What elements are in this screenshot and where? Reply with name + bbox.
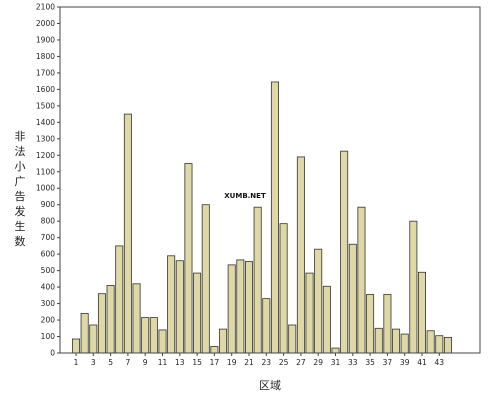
y-axis-label: 非法小广告发生数 (15, 130, 26, 248)
bar-area-19 (227, 264, 236, 354)
x-tick-label: 35 (365, 358, 375, 367)
x-tick-label: 13 (175, 358, 185, 367)
x-tick-label: 5 (108, 358, 113, 367)
bar-area-34 (357, 206, 366, 354)
plot-frame (59, 6, 481, 354)
y-tick-label: 900 (41, 200, 56, 209)
bar-area-29 (314, 248, 323, 354)
y-tick-label: 1900 (36, 35, 55, 44)
x-tick-label: 21 (244, 358, 254, 367)
y-tick-label: 1200 (36, 151, 55, 160)
bar-area-23 (262, 298, 271, 354)
x-tick-label: 27 (296, 358, 306, 367)
bar-area-32 (340, 150, 349, 354)
bar-area-24 (270, 81, 279, 354)
bar-area-36 (374, 327, 383, 354)
y-tick-label: 1000 (36, 184, 55, 193)
y-tick-label: 2000 (36, 19, 55, 28)
bar-area-16 (201, 204, 210, 354)
bar-area-38 (392, 328, 401, 354)
bar-area-8 (132, 283, 141, 354)
bar-area-25 (279, 223, 288, 354)
bar-area-43 (435, 335, 444, 354)
bar-area-35 (366, 294, 375, 354)
y-tick-label: 500 (41, 266, 56, 275)
x-tick-label: 25 (279, 358, 289, 367)
bar-area-14 (184, 163, 193, 354)
x-tick-label: 19 (227, 358, 237, 367)
bar-area-37 (383, 294, 392, 354)
y-tick-label: 1800 (36, 52, 55, 61)
x-tick-label: 33 (348, 358, 358, 367)
bar-area-12 (167, 255, 176, 354)
bar-area-2 (80, 313, 89, 354)
watermark-annotation: XUMB.NET (224, 192, 266, 200)
x-tick-label: 11 (158, 358, 168, 367)
y-tick-label: 200 (41, 316, 56, 325)
y-tick-label: 300 (41, 299, 56, 308)
y-tick-label: 1600 (36, 85, 55, 94)
y-axis-ticks: 0 100 200 300 400 500 600 700 800 900 1000 1100 1200… (36, 3, 60, 358)
y-tick-label: 400 (41, 283, 56, 292)
bar-area-41 (417, 271, 426, 354)
bar-area-28 (305, 272, 314, 354)
y-tick-label: 1400 (36, 118, 55, 127)
bar-area-42 (426, 330, 435, 354)
x-tick-label: 37 (383, 358, 393, 367)
x-tick-label: 41 (417, 358, 427, 367)
x-tick-label: 3 (91, 358, 96, 367)
bar-area-11 (158, 329, 167, 354)
x-tick-label: 43 (435, 358, 445, 367)
x-axis-ticks: 1 3 5 7 9 11 13 15 17 19 21 23 25 27 29 31 33 35 37 39 41 43 (74, 353, 445, 367)
bar-area-30 (322, 285, 331, 354)
bar-area-4 (97, 293, 106, 354)
bar-area-6 (115, 245, 124, 354)
bar-area-39 (400, 333, 409, 354)
x-tick-label: 1 (74, 358, 79, 367)
x-tick-label: 39 (400, 358, 410, 367)
bar-area-5 (106, 285, 115, 354)
y-tick-label: 2100 (36, 3, 55, 12)
x-tick-label: 23 (262, 358, 272, 367)
bar-area-17 (210, 346, 219, 354)
y-tick-label: 1500 (36, 101, 55, 110)
y-tick-label: 1100 (36, 167, 55, 176)
x-tick-label: 9 (143, 358, 148, 367)
bar-area-31 (331, 347, 340, 354)
bar-area-18 (219, 328, 228, 354)
y-tick-label: 100 (41, 332, 56, 341)
x-tick-label: 15 (192, 358, 202, 367)
bar-area-26 (288, 324, 297, 354)
y-tick-label: 1700 (36, 68, 55, 77)
x-tick-label: 17 (210, 358, 220, 367)
y-tick-label: 1300 (36, 134, 55, 143)
x-tick-label: 31 (331, 358, 341, 367)
bar-area-9 (141, 317, 150, 354)
bar-area-27 (296, 156, 305, 354)
bar-area-7 (123, 113, 132, 354)
bar-area-22 (253, 206, 262, 354)
bar-area-44 (443, 336, 452, 354)
y-tick-label: 700 (41, 233, 56, 242)
y-tick-label: 0 (50, 349, 55, 358)
bar-area-20 (236, 259, 245, 354)
bar-area-21 (244, 261, 253, 354)
bar-area-10 (149, 317, 158, 354)
bar-area-33 (348, 243, 357, 354)
x-tick-label: 29 (313, 358, 323, 367)
bar-area-1 (72, 338, 81, 354)
bar-area-3 (89, 324, 98, 354)
bar-area-15 (193, 272, 202, 354)
bar-area-40 (409, 220, 418, 354)
bar-series (72, 81, 452, 354)
y-tick-label: 800 (41, 217, 56, 226)
bar-area-13 (175, 260, 184, 354)
y-tick-label: 600 (41, 250, 56, 259)
x-tick-label: 7 (126, 358, 131, 367)
x-axis-label: 区域 (259, 379, 281, 392)
